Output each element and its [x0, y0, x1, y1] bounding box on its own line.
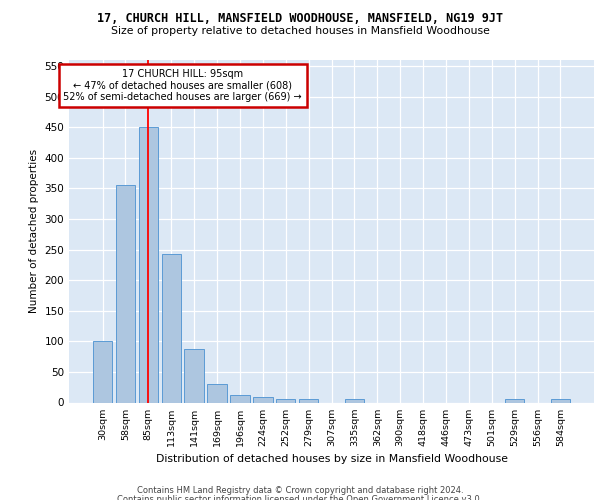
Text: Contains public sector information licensed under the Open Government Licence v3: Contains public sector information licen… [118, 495, 482, 500]
Bar [93, 342, 112, 402]
Bar [184, 350, 204, 403]
Bar [253, 397, 272, 402]
Bar [230, 394, 250, 402]
Bar [139, 128, 158, 402]
Bar [208, 384, 227, 402]
Bar [344, 400, 364, 402]
Bar [116, 186, 135, 402]
Bar [505, 400, 524, 402]
Bar [161, 254, 181, 402]
Text: Size of property relative to detached houses in Mansfield Woodhouse: Size of property relative to detached ho… [110, 26, 490, 36]
Bar [276, 400, 295, 402]
Text: 17, CHURCH HILL, MANSFIELD WOODHOUSE, MANSFIELD, NG19 9JT: 17, CHURCH HILL, MANSFIELD WOODHOUSE, MA… [97, 12, 503, 24]
X-axis label: Distribution of detached houses by size in Mansfield Woodhouse: Distribution of detached houses by size … [155, 454, 508, 464]
Y-axis label: Number of detached properties: Number of detached properties [29, 149, 39, 314]
Text: Contains HM Land Registry data © Crown copyright and database right 2024.: Contains HM Land Registry data © Crown c… [137, 486, 463, 495]
Text: 17 CHURCH HILL: 95sqm
← 47% of detached houses are smaller (608)
52% of semi-det: 17 CHURCH HILL: 95sqm ← 47% of detached … [64, 69, 302, 102]
Bar [299, 400, 319, 402]
Bar [551, 400, 570, 402]
